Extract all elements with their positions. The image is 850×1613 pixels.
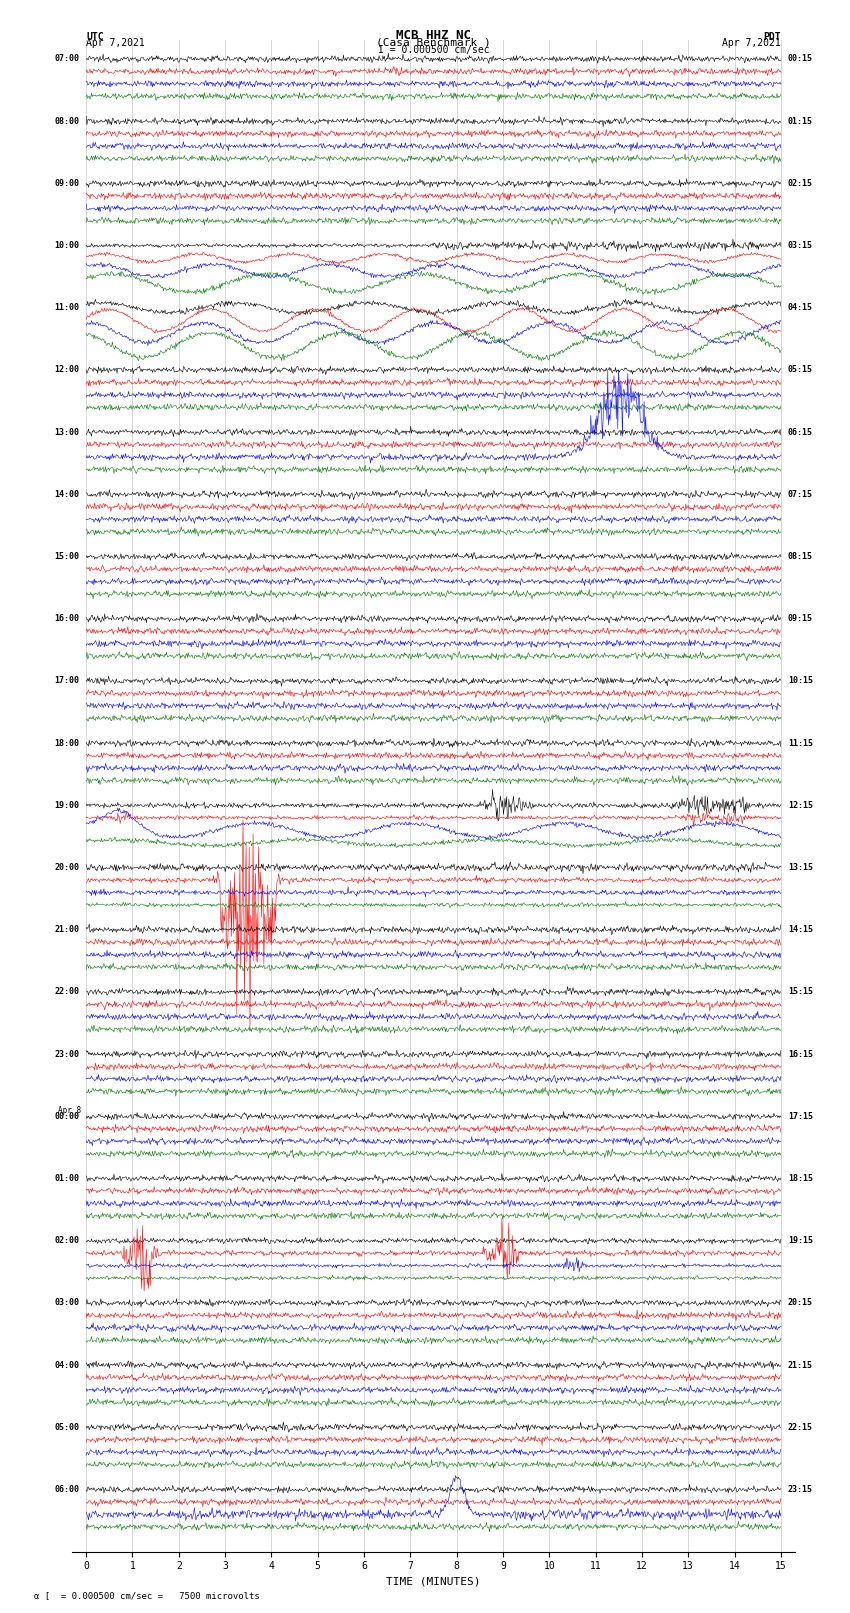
Text: 11:00: 11:00	[54, 303, 79, 313]
Text: 08:15: 08:15	[788, 552, 813, 561]
Text: 17:00: 17:00	[54, 676, 79, 686]
Text: 03:15: 03:15	[788, 240, 813, 250]
Text: 10:15: 10:15	[788, 676, 813, 686]
Text: 07:15: 07:15	[788, 490, 813, 498]
Text: 18:15: 18:15	[788, 1174, 813, 1182]
Text: 00:00: 00:00	[54, 1111, 79, 1121]
Text: 21:00: 21:00	[54, 926, 79, 934]
Text: 05:00: 05:00	[54, 1423, 79, 1432]
Text: 20:00: 20:00	[54, 863, 79, 873]
Text: 16:00: 16:00	[54, 615, 79, 623]
Text: 12:00: 12:00	[54, 366, 79, 374]
Text: 09:00: 09:00	[54, 179, 79, 187]
Text: 18:00: 18:00	[54, 739, 79, 748]
Text: 00:15: 00:15	[788, 55, 813, 63]
Text: Apr 7,2021: Apr 7,2021	[86, 39, 144, 48]
Text: 15:15: 15:15	[788, 987, 813, 997]
Text: 04:15: 04:15	[788, 303, 813, 313]
Text: 16:15: 16:15	[788, 1050, 813, 1058]
Text: 02:00: 02:00	[54, 1236, 79, 1245]
Text: 01:00: 01:00	[54, 1174, 79, 1182]
Text: 13:00: 13:00	[54, 427, 79, 437]
Text: (Casa Benchmark ): (Casa Benchmark )	[376, 37, 490, 48]
Text: 06:00: 06:00	[54, 1486, 79, 1494]
Text: 05:15: 05:15	[788, 366, 813, 374]
Text: PDT: PDT	[763, 32, 781, 42]
Text: 11:15: 11:15	[788, 739, 813, 748]
X-axis label: TIME (MINUTES): TIME (MINUTES)	[386, 1578, 481, 1587]
Text: 19:00: 19:00	[54, 800, 79, 810]
Text: 06:15: 06:15	[788, 427, 813, 437]
Text: 21:15: 21:15	[788, 1361, 813, 1369]
Text: 23:15: 23:15	[788, 1486, 813, 1494]
Text: 19:15: 19:15	[788, 1236, 813, 1245]
Text: 20:15: 20:15	[788, 1298, 813, 1308]
Text: 08:00: 08:00	[54, 116, 79, 126]
Text: 22:00: 22:00	[54, 987, 79, 997]
Text: α [  = 0.000500 cm/sec =   7500 microvolts: α [ = 0.000500 cm/sec = 7500 microvolts	[34, 1590, 260, 1600]
Text: 22:15: 22:15	[788, 1423, 813, 1432]
Text: Apr 8: Apr 8	[59, 1105, 82, 1115]
Text: 09:15: 09:15	[788, 615, 813, 623]
Text: 12:15: 12:15	[788, 800, 813, 810]
Text: MCB HHZ NC: MCB HHZ NC	[396, 29, 471, 42]
Text: 01:15: 01:15	[788, 116, 813, 126]
Text: 03:00: 03:00	[54, 1298, 79, 1308]
Text: UTC: UTC	[86, 32, 104, 42]
Text: I = 0.000500 cm/sec: I = 0.000500 cm/sec	[377, 45, 490, 55]
Text: 14:15: 14:15	[788, 926, 813, 934]
Text: 13:15: 13:15	[788, 863, 813, 873]
Text: 15:00: 15:00	[54, 552, 79, 561]
Text: 14:00: 14:00	[54, 490, 79, 498]
Text: Apr 7,2021: Apr 7,2021	[722, 39, 781, 48]
Text: 02:15: 02:15	[788, 179, 813, 187]
Text: 17:15: 17:15	[788, 1111, 813, 1121]
Text: 07:00: 07:00	[54, 55, 79, 63]
Text: 10:00: 10:00	[54, 240, 79, 250]
Text: 04:00: 04:00	[54, 1361, 79, 1369]
Text: 23:00: 23:00	[54, 1050, 79, 1058]
